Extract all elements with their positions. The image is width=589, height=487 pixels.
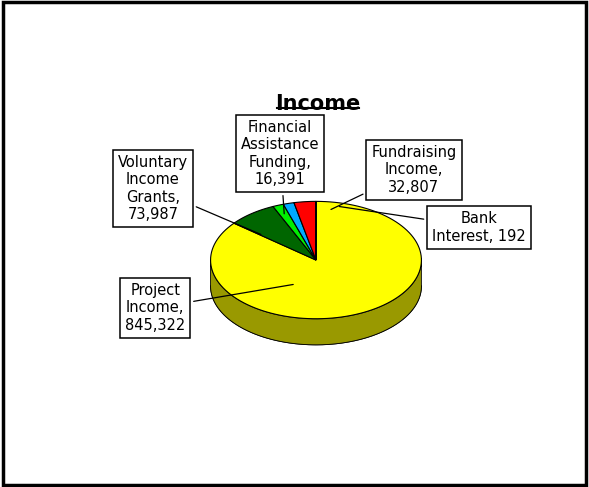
Text: Financial
Assistance
Funding,
16,391: Financial Assistance Funding, 16,391 <box>241 120 319 214</box>
Polygon shape <box>234 206 316 260</box>
Polygon shape <box>283 203 316 260</box>
Text: Bank
Interest, 192: Bank Interest, 192 <box>339 206 526 244</box>
Text: Income: Income <box>276 94 361 114</box>
Text: Project
Income,
845,322: Project Income, 845,322 <box>125 283 293 333</box>
Text: Fundraising
Income,
32,807: Fundraising Income, 32,807 <box>331 145 456 209</box>
Polygon shape <box>211 201 421 319</box>
Text: Voluntary
Income
Grants,
73,987: Voluntary Income Grants, 73,987 <box>118 155 261 234</box>
Polygon shape <box>211 258 421 345</box>
Polygon shape <box>294 201 316 260</box>
Polygon shape <box>273 204 316 260</box>
